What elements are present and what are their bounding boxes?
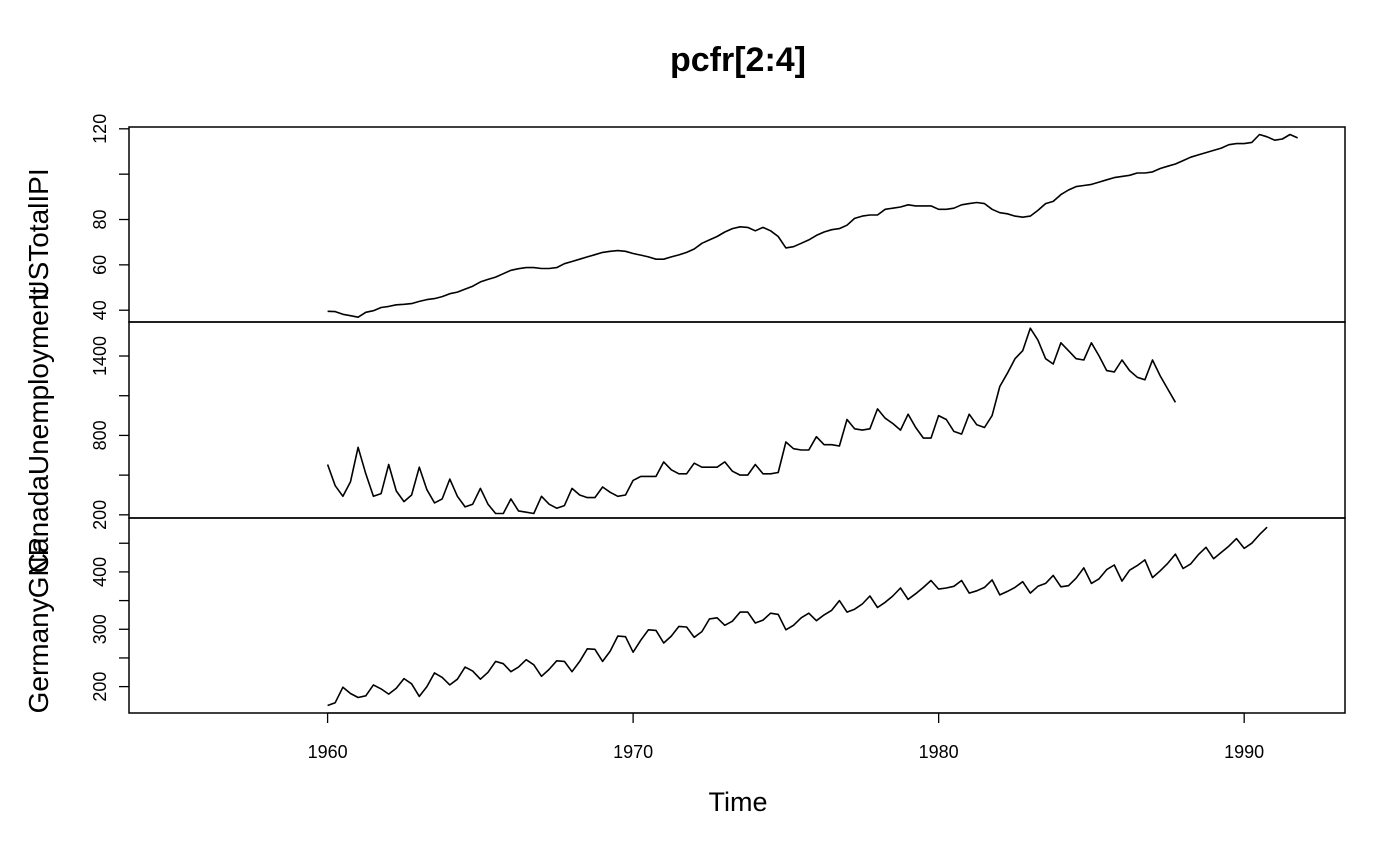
y-tick-label: 120 [90, 114, 110, 144]
series-label: GermanyGNP [23, 538, 54, 714]
y-tick-label: 40 [90, 300, 110, 320]
y-tick-label: 400 [90, 557, 110, 587]
series-line-GermanyGNP [327, 526, 1268, 707]
panel-0: 40 60 80 120 USTotalIPI [23, 114, 1346, 323]
panel-2: 200 300 400 GermanyGNP [23, 517, 1346, 714]
panel-1: 200 800 1400 CanadaUnemployment [23, 287, 1346, 574]
y-tick-label: 1400 [90, 336, 110, 376]
series-label: USTotalIPI [23, 168, 54, 300]
panels: 40 60 80 120 USTotalIPI 200 800 1400 CanadaUnemp… [23, 114, 1346, 714]
x-tick-label: 1970 [613, 742, 653, 762]
series-label: CanadaUnemployment [23, 287, 54, 574]
y-tick-label: 200 [90, 672, 110, 702]
x-tick-label: 1990 [1224, 742, 1264, 762]
x-tick-label: 1960 [308, 742, 348, 762]
panel-frame [128, 321, 1346, 519]
series-line-USTotalIPI [327, 133, 1298, 319]
y-tick-label: 200 [90, 500, 110, 530]
x-tick-label: 1980 [919, 742, 959, 762]
y-tick-label: 300 [90, 614, 110, 644]
y-tick-label: 800 [90, 420, 110, 450]
chart-title: pcfr[2:4] [670, 41, 806, 79]
y-tick-label: 80 [90, 209, 110, 229]
panel-frame [128, 126, 1346, 323]
x-axis-title: Time [709, 787, 768, 817]
series-line-CanadaUnemployment [326, 327, 1177, 515]
y-tick-label: 60 [90, 255, 110, 275]
x-axis: 1960 1970 1980 1990 [308, 712, 1264, 762]
